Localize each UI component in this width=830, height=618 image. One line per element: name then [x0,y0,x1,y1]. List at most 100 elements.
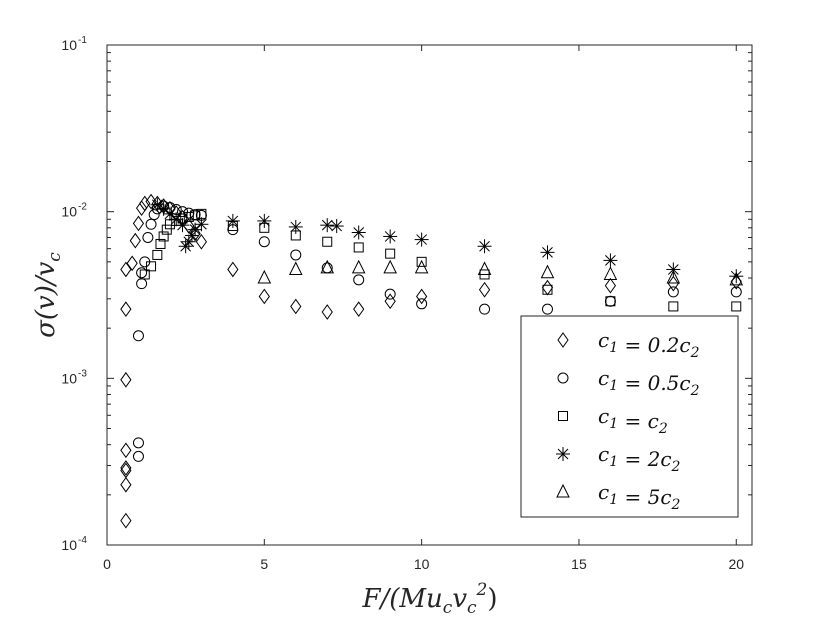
point-series4-9 [194,217,209,232]
point-series2-4 [136,267,148,279]
point-series5-7 [540,264,555,279]
legend-label-1: c1 = 0.2c2 [598,328,700,361]
point-series4-19 [540,245,555,260]
point-series2-19 [290,249,302,261]
y-tick-exp-0: -4 [78,535,87,546]
point-series4-0 [150,197,165,212]
y-axis-label: σ(v)/vc [31,252,65,338]
point-series3-1 [146,261,157,272]
point-series1-0 [120,512,132,529]
point-series4-7 [184,228,199,243]
point-series4-18 [477,239,492,254]
point-series1-8 [126,255,138,272]
legend-label-4: c1 = 2c2 [598,442,681,475]
point-series5-2 [320,259,335,274]
point-series2-8 [148,209,160,221]
y-tick-exp-2: -2 [78,202,87,213]
point-series5-9 [666,269,681,284]
x-axis: 0 5 10 15 20 [103,45,744,572]
point-series2-27 [667,286,679,298]
legend-marker-5 [556,483,570,498]
point-series1-19 [183,218,195,234]
point-series3-15 [322,236,333,247]
point-series2-7 [145,218,157,230]
point-series5-8 [603,266,618,280]
point-series4-14 [329,219,344,234]
point-series1-11 [135,200,148,216]
point-series1-12 [139,195,151,212]
point-series2-24 [479,303,491,315]
point-series1-9 [129,232,141,249]
point-series5-4 [383,259,397,274]
point-series4-22 [729,269,744,284]
point-series5-10 [729,271,744,286]
legend-marker-2 [557,372,569,384]
point-series2-22 [384,288,396,300]
point-series2-23 [416,298,428,310]
point-series1-10 [132,215,145,232]
point-series3-22 [668,301,679,312]
legend-label-2: c1 = 0.5c2 [598,366,700,399]
point-series1-13 [145,193,157,210]
point-series3-4 [158,231,169,242]
x-axis-label: F/(Mucvc2) [361,580,497,618]
point-series2-28 [730,286,742,298]
x-tick-label-2: 10 [414,556,430,572]
y-tick-label-0: 10 [61,537,77,553]
point-series5-5 [414,259,429,274]
point-series3-21 [605,296,616,307]
x-tick-label-0: 0 [103,556,111,572]
point-series2-1 [132,437,144,449]
point-series1-24 [290,298,302,315]
point-series4-21 [666,262,681,277]
point-series2-2 [132,330,144,342]
point-series4-15 [351,225,366,240]
point-series4-4 [175,218,190,233]
point-series1-28 [416,288,428,305]
legend: c1 = 0.2c2 c1 = 0.5c2 c1 = c2 c1 = 2c2 c1 = … [520,315,739,518]
point-series1-1 [120,476,132,493]
point-series2-18 [258,236,270,248]
point-series1-27 [384,293,396,310]
point-series3-9 [183,211,194,222]
point-series3-16 [353,242,364,253]
point-series4-2 [162,206,177,221]
point-series1-32 [667,275,679,292]
point-series1-22 [227,261,239,278]
point-series4-8 [188,222,203,237]
y-axis: 10-410-310-210-1 [61,35,752,553]
y-tick-exp-3: -1 [78,35,87,46]
point-series4-11 [257,213,272,228]
point-series3-18 [416,256,427,267]
y-tick-label-1: 10 [61,370,77,386]
point-series5-0 [257,269,272,284]
point-series1-2 [120,462,132,479]
legend-marker-3 [558,411,568,421]
point-series2-25 [541,303,553,315]
point-series1-21 [195,233,208,250]
legend-box [520,315,739,518]
point-series1-23 [258,288,270,305]
point-series4-20 [603,253,618,268]
legend-label-5: c1 = 5c2 [598,480,681,513]
point-series2-0 [132,450,144,462]
point-series3-10 [190,210,201,221]
point-series3-2 [152,249,163,260]
point-series4-10 [225,213,240,228]
y-tick-label-2: 10 [61,204,77,220]
point-series2-6 [142,231,154,243]
point-series1-7 [120,261,132,278]
point-series3-0 [139,269,150,280]
y-tick-exp-1: -3 [78,368,87,379]
point-series4-16 [383,229,398,244]
point-series1-25 [321,304,333,320]
legend-marker-1 [557,332,569,348]
point-series5-3 [351,259,366,274]
x-tick-label-4: 20 [728,556,744,572]
point-series1-4 [120,442,132,459]
point-series5-1 [288,261,303,275]
x-tick-label-3: 15 [571,556,587,572]
point-series1-6 [120,301,132,318]
point-series1-5 [120,371,132,388]
